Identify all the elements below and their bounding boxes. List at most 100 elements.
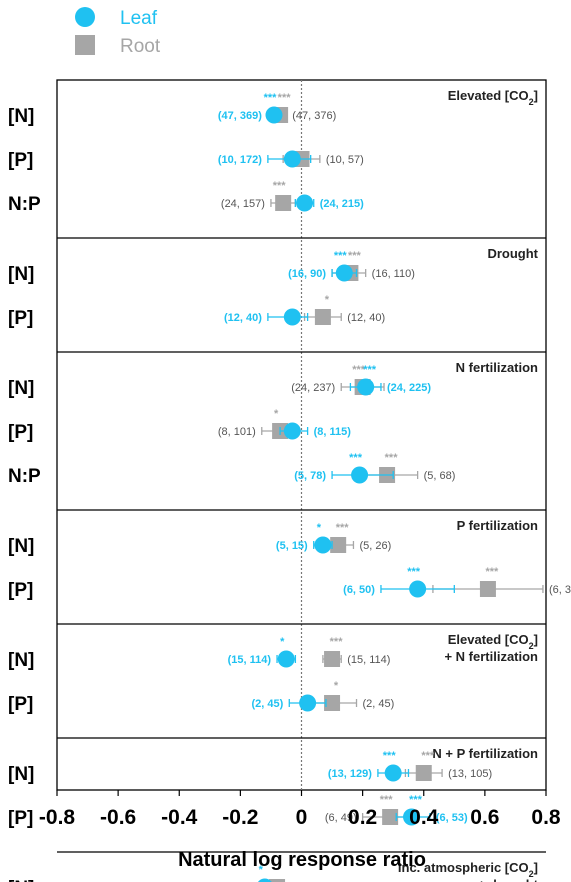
root-sample-size: (8, 101) [218, 426, 256, 438]
root-sample-size: (16, 110) [372, 268, 415, 280]
row-label: [N] [8, 650, 34, 671]
row-label: [P] [8, 150, 33, 171]
leaf-sample-size: (5, 78) [294, 470, 326, 482]
leaf-sample-size: (8, 115) [314, 426, 352, 438]
root-sample-size: (24, 237) [291, 382, 335, 394]
leaf-marker [283, 422, 301, 440]
row-label: [N] [8, 878, 34, 882]
root-sample-size: (12, 40) [347, 312, 385, 324]
leaf-sample-size: (24, 225) [387, 382, 431, 394]
root-marker [324, 695, 341, 711]
root-significance: *** [330, 636, 344, 648]
leaf-significance: * [317, 522, 322, 534]
plot-frame [56, 79, 547, 791]
root-significance: *** [348, 250, 362, 262]
x-tick-label: -0.4 [161, 806, 198, 829]
leaf-significance: * [280, 636, 285, 648]
root-sample-size: (6, 36) [549, 584, 571, 596]
x-tick-label: 0.4 [409, 806, 439, 829]
root-marker [275, 195, 292, 211]
x-tick-label: -0.8 [39, 806, 76, 829]
leaf-significance: * [259, 864, 264, 876]
row-label: [P] [8, 580, 33, 601]
leaf-marker [257, 878, 272, 882]
leaf-significance: *** [349, 452, 363, 464]
leaf-significance: *** [409, 794, 423, 806]
row-label: [N] [8, 378, 34, 399]
legend-marker-root [75, 35, 95, 55]
leaf-marker [357, 378, 375, 396]
root-sample-size: (10, 57) [326, 154, 364, 166]
root-marker [314, 309, 331, 325]
leaf-sample-size: (10, 172) [218, 154, 262, 166]
leaf-sample-size: (15, 114) [228, 654, 272, 666]
row-label: [P] [8, 308, 33, 329]
root-sample-size: (2, 45) [363, 698, 395, 710]
row-label: [N] [8, 264, 34, 285]
leaf-marker [283, 308, 301, 326]
row-label: [N] [8, 764, 34, 785]
root-significance: *** [385, 452, 399, 464]
leaf-significance: *** [407, 566, 421, 578]
leaf-sample-size: (16, 90) [288, 268, 326, 280]
leaf-marker [384, 764, 402, 782]
x-axis-label: Natural log response ratio [178, 849, 426, 871]
root-marker [415, 765, 432, 781]
leaf-marker [296, 194, 314, 212]
group-title: N + P fertilization [432, 746, 538, 761]
row-label: [P] [8, 694, 33, 715]
leaf-sample-size: (47, 369) [218, 110, 262, 122]
group-title: Elevated [CO2] [448, 88, 538, 107]
leaf-sample-size: (6, 50) [343, 584, 375, 596]
root-significance: *** [278, 92, 292, 104]
leaf-significance: *** [264, 92, 278, 104]
row-label: [P] [8, 808, 33, 829]
root-marker [324, 651, 341, 667]
root-sample-size: (15, 114) [347, 654, 390, 666]
legend-marker-leaf [75, 7, 95, 27]
leaf-marker [351, 466, 369, 484]
leaf-marker [335, 264, 353, 282]
root-marker [269, 879, 286, 882]
root-sample-size: (24, 157) [221, 198, 265, 210]
root-significance: * [325, 294, 330, 306]
root-significance: * [334, 680, 339, 692]
x-axis: -0.8 -0.6 -0.4 -0.2 0 0.2 0.4 0.6 0.8 [39, 790, 561, 829]
group-title: N fertilization [456, 360, 538, 375]
group-title: Drought [487, 246, 538, 261]
leaf-marker [265, 106, 283, 124]
root-significance: * [274, 408, 279, 420]
leaf-significance: *** [334, 250, 348, 262]
leaf-sample-size: (13, 129) [328, 768, 372, 780]
leaf-marker [299, 694, 317, 712]
leaf-marker [277, 650, 295, 668]
root-sample-size: (6, 49) [325, 812, 357, 824]
root-significance: *** [273, 180, 287, 192]
root-significance: *** [352, 364, 366, 376]
row-label: N:P [8, 466, 41, 487]
root-marker [382, 809, 399, 825]
leaf-sample-size: (5, 15) [276, 540, 308, 552]
leaf-significance: *** [363, 364, 377, 376]
leaf-sample-size: (6, 53) [436, 812, 468, 824]
row-label: [N] [8, 106, 34, 127]
leaf-significance: *** [383, 750, 397, 762]
group-title: P fertilization [457, 518, 538, 533]
leaf-marker [403, 808, 421, 826]
row-label: [N] [8, 536, 34, 557]
x-tick-label: 0 [296, 806, 308, 829]
legend: Leaf Root [75, 7, 161, 57]
root-sample-size: (5, 26) [359, 540, 391, 552]
x-tick-label: -0.6 [100, 806, 136, 829]
row-label: N:P [8, 194, 41, 215]
root-significance: *** [421, 750, 435, 762]
group-title: Elevated [CO2] + N fertilization [444, 632, 538, 664]
leaf-sample-size: (2, 45) [251, 698, 283, 710]
x-tick-label: 0.2 [348, 806, 377, 829]
leaf-marker [409, 580, 427, 598]
root-sample-size: (47, 376) [292, 110, 336, 122]
root-marker [479, 581, 496, 597]
leaf-sample-size: (24, 215) [320, 198, 364, 210]
group-title: Inc. atmospheric [CO2]+ drought [398, 860, 539, 882]
